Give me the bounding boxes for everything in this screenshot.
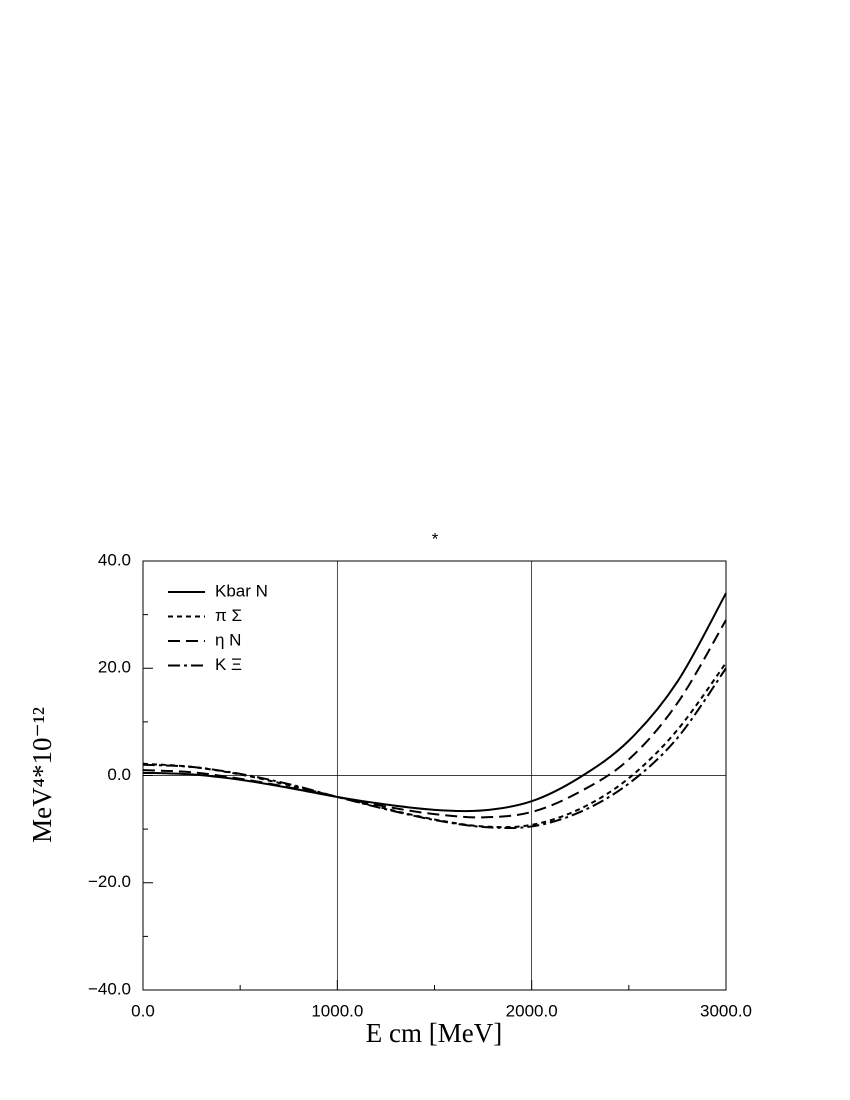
series-line [142,667,727,830]
x-tick-label: 0.0 [131,1001,155,1020]
x-tick-label: 3000.0 [700,1001,752,1020]
legend-label: η N [215,630,241,649]
x-tick-label: 1000.0 [311,1001,363,1020]
series-line [142,592,727,813]
y-tick-label: −40.0 [88,979,131,998]
series-line [142,619,727,819]
legend-label: Kbar N [215,581,268,600]
x-tick-label: 2000.0 [506,1001,558,1020]
chart-title: * [432,529,439,548]
x-axis-label: E cm [MeV] [366,1018,502,1048]
y-tick-label: 20.0 [98,658,131,677]
y-tick-label: 40.0 [98,550,131,569]
legend-label: π Σ [215,606,242,625]
y-tick-label: −20.0 [88,872,131,891]
y-tick-label: 0.0 [107,765,131,784]
y-axis-label: MeV⁴*10⁻¹² [27,707,57,843]
legend-label: K Ξ [215,655,242,674]
